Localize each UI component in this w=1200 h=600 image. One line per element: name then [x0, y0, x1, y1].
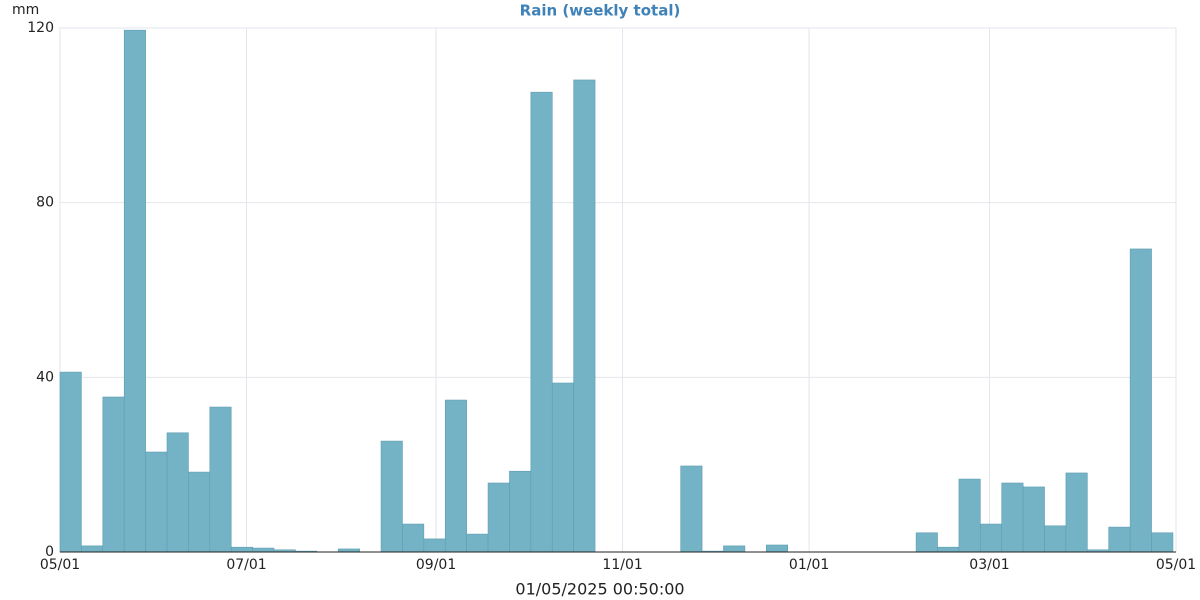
bar: [252, 547, 275, 553]
bar: [1065, 472, 1088, 553]
bar: [123, 29, 146, 553]
bar: [166, 432, 189, 553]
x-tick-label: 05/01: [40, 557, 80, 573]
x-tick-label: 11/01: [602, 557, 642, 573]
bar: [1108, 526, 1131, 553]
bar: [59, 371, 82, 553]
bar: [81, 545, 104, 553]
x-axis-label: 01/05/2025 00:50:00: [515, 580, 684, 599]
bar: [145, 451, 168, 553]
y-tick-label: 0: [45, 544, 54, 560]
bar: [466, 533, 489, 553]
bar: [937, 546, 960, 553]
y-tick-label: 80: [36, 195, 54, 211]
y-tick-label: 40: [36, 369, 54, 385]
bar: [530, 91, 553, 553]
bar: [765, 544, 788, 553]
bar: [509, 470, 532, 553]
bar: [1022, 486, 1045, 553]
bar: [423, 538, 446, 553]
y-axis-label: mm: [12, 2, 39, 18]
bar: [444, 399, 467, 553]
bar: [230, 546, 253, 553]
bar: [573, 79, 596, 553]
bar: [958, 478, 981, 553]
bar: [915, 532, 938, 553]
bar: [209, 406, 232, 553]
bar: [680, 465, 703, 553]
x-tick-label: 01/01: [789, 557, 829, 573]
bar: [551, 382, 574, 553]
bar: [1044, 525, 1067, 553]
bar: [380, 440, 403, 553]
bar: [980, 523, 1003, 553]
bar: [102, 396, 125, 553]
bar: [1151, 532, 1174, 553]
x-tick-label: 07/01: [226, 557, 266, 573]
bar: [723, 545, 746, 553]
y-tick-label: 120: [27, 20, 54, 36]
bar: [1129, 248, 1152, 553]
bar: [188, 471, 211, 553]
x-tick-label: 03/01: [969, 557, 1009, 573]
x-tick-label: 09/01: [416, 557, 456, 573]
x-tick-label: 05/01: [1156, 557, 1196, 573]
chart-title: Rain (weekly total): [520, 2, 681, 20]
bar: [487, 482, 510, 553]
bar: [1001, 482, 1024, 553]
bar: [402, 523, 425, 553]
